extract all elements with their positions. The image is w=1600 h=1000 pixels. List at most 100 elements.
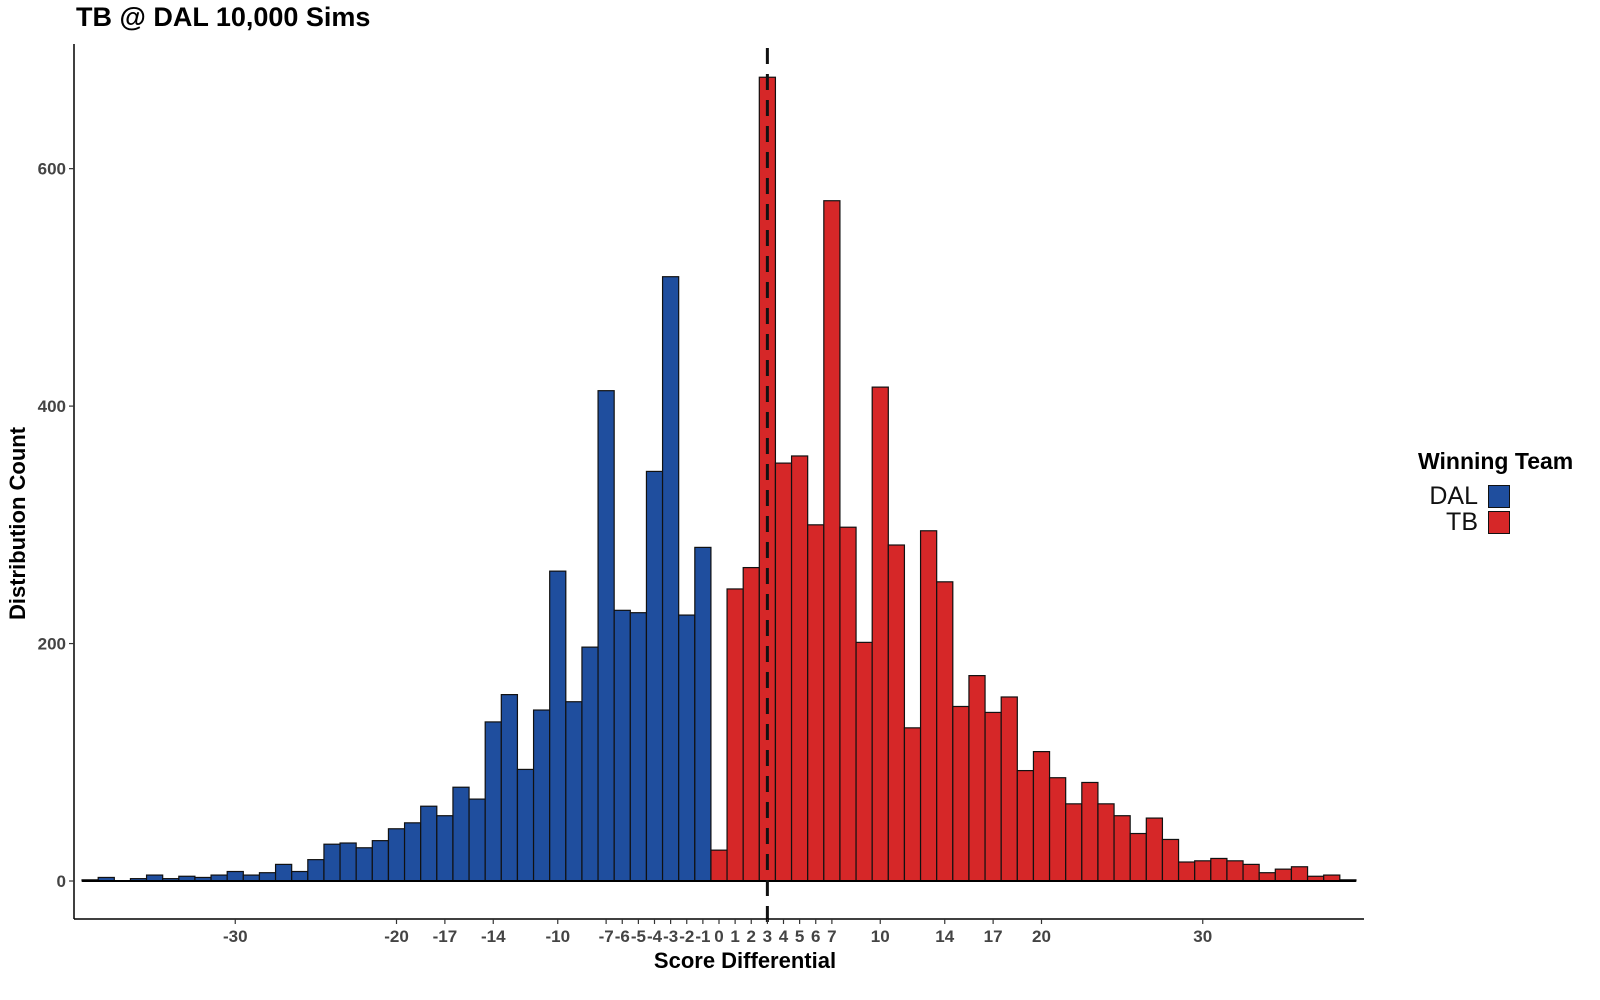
x-tick-label: 4 — [779, 927, 789, 946]
legend-label-dal: DAL — [1429, 481, 1478, 510]
bar-dal--4 — [645, 470, 664, 882]
x-tick-label: -1 — [695, 927, 710, 946]
bar-dal--26 — [291, 870, 309, 882]
x-tick-label: -3 — [663, 927, 678, 946]
x-tick-label: 6 — [811, 927, 820, 946]
x-tick-label: 20 — [1032, 927, 1051, 946]
bar-tb-21 — [1048, 777, 1067, 882]
bar-tb-14 — [936, 581, 954, 882]
bar-dal--3 — [661, 276, 680, 882]
bar-tb-24 — [1097, 803, 1115, 882]
x-tick-label: 0 — [714, 927, 723, 946]
bar-dal--24 — [323, 843, 341, 882]
bar-tb-25 — [1113, 815, 1131, 882]
x-tick-label: -20 — [384, 927, 409, 946]
bar-dal--18 — [420, 805, 438, 882]
bar-dal--14 — [484, 721, 502, 882]
y-tick-label: 400 — [38, 397, 66, 416]
x-tick-label: -6 — [615, 927, 630, 946]
bar-tb-10 — [871, 386, 889, 882]
x-tick-label: -2 — [679, 927, 694, 946]
bar-tb-23 — [1081, 781, 1099, 882]
bar-tb-22 — [1065, 803, 1083, 882]
bar-dal--13 — [500, 694, 519, 882]
chart-title: TB @ DAL 10,000 Sims — [76, 2, 371, 32]
bar-dal--25 — [307, 859, 325, 882]
bar-tb-6 — [807, 524, 825, 882]
bar-tb-2 — [742, 566, 760, 882]
bar-dal--10 — [549, 570, 567, 882]
bar-tb-16 — [968, 675, 986, 882]
y-tick-label: 600 — [38, 160, 66, 179]
bar-tb-11 — [887, 544, 906, 882]
ticks-layer: -30 -20 -17 -14 -10 -7 -6 -5 -4 -3 -2 -1 0 1 2 3 4 5 6 7 10 1… — [38, 160, 1213, 946]
bar-dal--21 — [371, 840, 390, 882]
bar-tb-27 — [1145, 817, 1164, 882]
bar-tb-20 — [1032, 750, 1051, 882]
legend-key-tb — [1488, 510, 1510, 534]
bar-dal--8 — [581, 646, 599, 882]
x-tick-label: 7 — [827, 927, 836, 946]
bar-tb-36 — [1290, 866, 1309, 882]
y-axis-title: Distribution Count — [5, 426, 30, 620]
bar-tb-34 — [1258, 872, 1276, 882]
bar-dal--6 — [613, 609, 631, 882]
x-tick-label: 3 — [763, 927, 772, 946]
bar-tb-9 — [855, 641, 873, 882]
x-tick-label: -10 — [545, 927, 570, 946]
legend-item-tb: TB — [1418, 508, 1510, 536]
x-tick-label: -14 — [481, 927, 506, 946]
bar-dal--9 — [565, 701, 583, 882]
bar-tb-32 — [1226, 860, 1244, 882]
bar-dal--11 — [532, 709, 551, 882]
bar-tb-8 — [839, 526, 857, 882]
x-tick-label: -17 — [433, 927, 458, 946]
x-tick-label: -5 — [631, 927, 646, 946]
bar-dal--16 — [452, 786, 470, 882]
x-tick-label: 10 — [871, 927, 890, 946]
x-tick-label: -7 — [599, 927, 614, 946]
bar-dal--15 — [468, 798, 486, 882]
bar-dal--20 — [387, 828, 406, 882]
bar-dal--23 — [339, 842, 357, 882]
bar-dal--1 — [694, 546, 712, 882]
x-tick-label: 5 — [795, 927, 804, 946]
bar-dal--30 — [226, 870, 244, 882]
x-tick-label: 2 — [747, 927, 756, 946]
legend: Winning Team DAL TB — [1418, 448, 1574, 536]
bar-tb-29 — [1177, 861, 1196, 882]
bar-tb-26 — [1129, 832, 1147, 882]
bar-tb-18 — [1000, 696, 1018, 882]
legend-title: Winning Team — [1418, 448, 1574, 474]
y-tick-label: 0 — [57, 872, 66, 891]
legend-key-dal — [1488, 484, 1510, 508]
bar-tb-30 — [1194, 860, 1212, 882]
bar-dal--5 — [629, 612, 648, 882]
bar-tb-13 — [919, 530, 938, 882]
y-tick-label: 200 — [38, 635, 66, 654]
x-axis-title: Score Differential — [654, 948, 836, 973]
bar-dal--22 — [355, 847, 373, 882]
legend-item-dal: DAL — [1418, 481, 1510, 510]
bars-layer — [81, 76, 1357, 882]
bar-tb-7 — [823, 200, 841, 882]
bar-tb-19 — [1016, 769, 1035, 882]
bar-tb-31 — [1210, 857, 1228, 882]
bar-tb-1 — [726, 588, 744, 882]
x-tick-label: -30 — [223, 927, 248, 946]
bar-dal--12 — [516, 768, 535, 882]
bar-tb-0 — [710, 849, 728, 882]
bar-tb-28 — [1161, 838, 1180, 882]
bar-tb-35 — [1274, 868, 1293, 882]
bar-tb-4 — [774, 462, 793, 882]
bar-dal--27 — [274, 863, 293, 882]
bar-dal--17 — [436, 815, 454, 882]
bar-tb-12 — [903, 727, 922, 882]
x-tick-label: 17 — [984, 927, 1003, 946]
x-tick-label: 1 — [730, 927, 739, 946]
bar-dal--7 — [597, 390, 615, 882]
bar-tb-17 — [984, 711, 1002, 882]
x-tick-label: 14 — [935, 927, 954, 946]
bar-dal--19 — [403, 822, 422, 882]
